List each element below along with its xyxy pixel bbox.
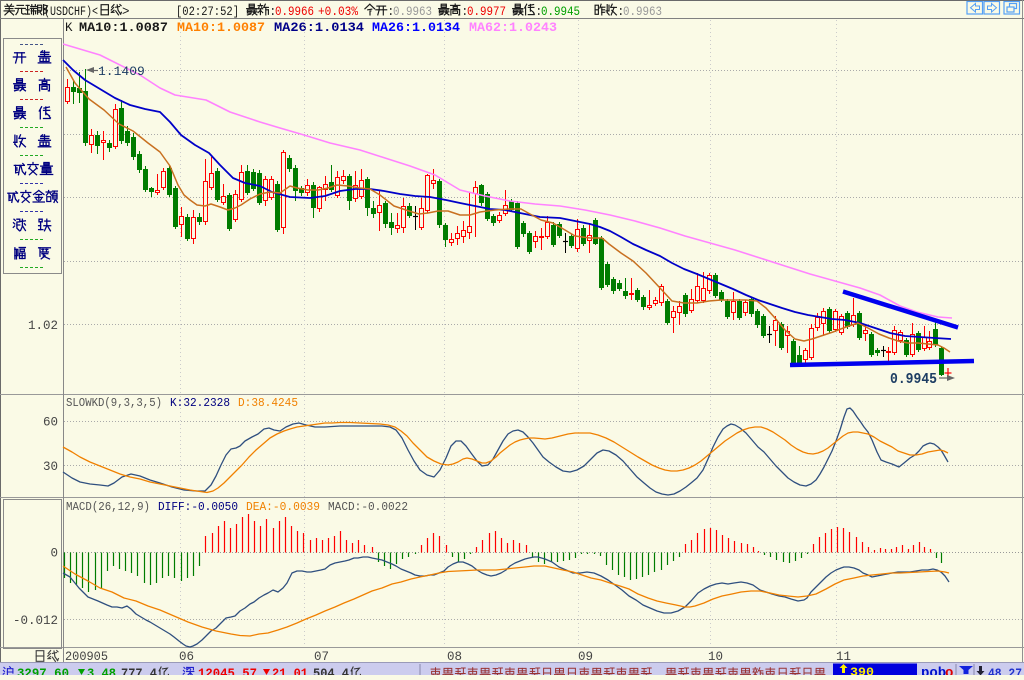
svg-text:60: 60: [43, 416, 58, 430]
svg-text:>: >: [122, 5, 130, 19]
svg-text:MA62:1.0243: MA62:1.0243: [469, 20, 557, 35]
svg-text:3.48: 3.48: [87, 666, 116, 675]
svg-text::: :: [269, 5, 277, 19]
svg-text:11: 11: [836, 650, 851, 664]
svg-text:0.9945: 0.9945: [541, 5, 580, 19]
svg-text:MA26:1.0134: MA26:1.0134: [372, 20, 460, 35]
svg-text::: :: [617, 5, 625, 19]
svg-text:0.9963: 0.9963: [623, 5, 662, 19]
svg-text:MACD(26,12,9): MACD(26,12,9): [66, 500, 150, 514]
svg-text:48.27: 48.27: [988, 666, 1022, 675]
svg-text:30: 30: [43, 460, 58, 474]
svg-text:504.4: 504.4: [313, 666, 349, 675]
svg-text:777.4: 777.4: [121, 666, 157, 675]
svg-text:07: 07: [314, 650, 329, 664]
svg-text::: :: [387, 5, 395, 19]
svg-text:3297.60: 3297.60: [17, 666, 69, 675]
svg-text:D:38.4245: D:38.4245: [238, 396, 298, 410]
svg-text:1.02: 1.02: [28, 319, 58, 333]
svg-text:MA10:1.0087: MA10:1.0087: [79, 20, 168, 35]
svg-text:200905: 200905: [65, 650, 108, 664]
svg-text:MA26:1.0134: MA26:1.0134: [274, 20, 364, 35]
svg-text:0.9963: 0.9963: [393, 5, 432, 19]
svg-text::: :: [535, 5, 543, 19]
svg-text::: :: [461, 5, 469, 19]
svg-text:09: 09: [578, 650, 593, 664]
svg-text:10: 10: [708, 650, 723, 664]
svg-text:0.9977: 0.9977: [467, 5, 506, 19]
svg-text:K: K: [65, 21, 73, 35]
svg-text:08: 08: [447, 650, 462, 664]
svg-text:o: o: [945, 666, 953, 676]
svg-text:0.9966: 0.9966: [275, 5, 314, 19]
svg-text:[02:27:52]: [02:27:52]: [176, 5, 239, 19]
svg-text:MACD:-0.0022: MACD:-0.0022: [328, 500, 408, 514]
svg-text:(USDCHF)<: (USDCHF)<: [44, 5, 98, 19]
svg-text:DEA:-0.0039: DEA:-0.0039: [246, 500, 320, 514]
svg-text:MA10:1.0087: MA10:1.0087: [177, 20, 265, 35]
svg-text:DIFF:-0.0050: DIFF:-0.0050: [158, 500, 238, 514]
svg-text:SLOWKD(9,3,3,5): SLOWKD(9,3,3,5): [66, 396, 162, 410]
svg-text:21.01: 21.01: [272, 666, 308, 675]
svg-text:0: 0: [50, 547, 58, 561]
svg-text:1.1409: 1.1409: [98, 64, 145, 79]
svg-text:+0.03%: +0.03%: [318, 5, 358, 19]
svg-text:12045.57: 12045.57: [198, 666, 257, 675]
svg-text:K:32.2328: K:32.2328: [170, 396, 230, 410]
svg-text:06: 06: [179, 650, 194, 664]
svg-text:-0.012: -0.012: [13, 614, 58, 628]
svg-text:390: 390: [850, 666, 874, 676]
svg-text:0.9945: 0.9945: [890, 372, 937, 388]
svg-text:pob: pob: [921, 666, 946, 676]
